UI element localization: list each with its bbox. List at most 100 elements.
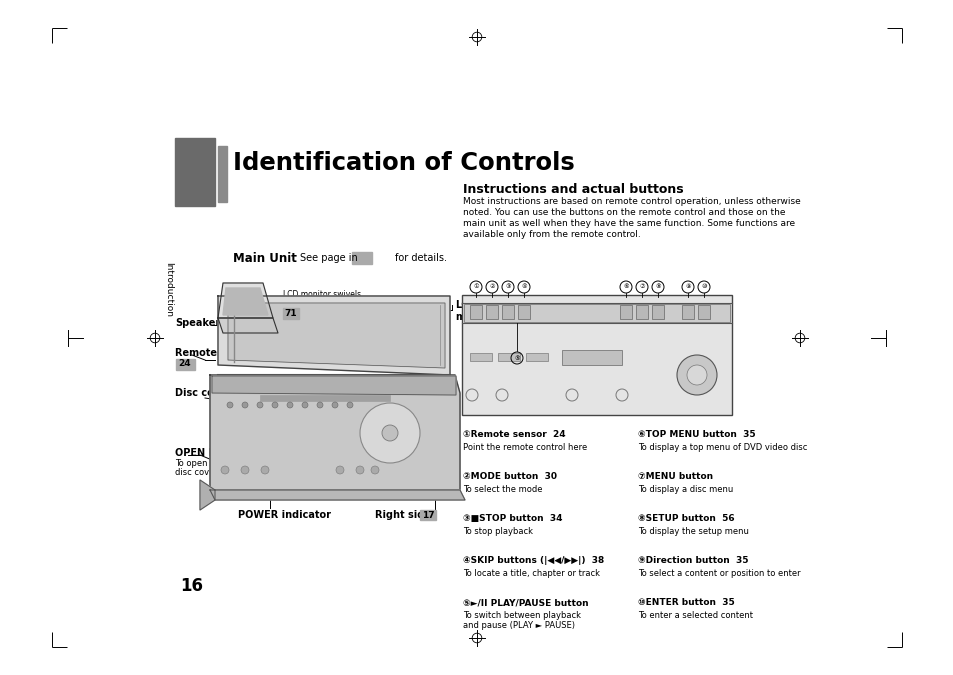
Text: To switch between playback: To switch between playback (462, 611, 580, 620)
Polygon shape (218, 296, 450, 375)
Bar (419, 510, 436, 520)
Text: Disc cover: Disc cover (174, 388, 232, 398)
Text: 24: 24 (178, 360, 192, 369)
Text: To select a content or position to enter: To select a content or position to enter (638, 569, 800, 578)
Circle shape (686, 365, 706, 385)
Text: To open the: To open the (174, 459, 224, 468)
Polygon shape (223, 288, 268, 315)
Text: and pause (PLAY ► PAUSE): and pause (PLAY ► PAUSE) (462, 621, 575, 630)
Polygon shape (218, 318, 277, 333)
Text: disc cover: disc cover (174, 468, 217, 477)
Polygon shape (228, 303, 444, 368)
Text: ⑩: ⑩ (700, 284, 706, 290)
Text: ④SKIP buttons (|◀◀/▶▶|)  38: ④SKIP buttons (|◀◀/▶▶|) 38 (462, 556, 603, 565)
Text: Identification of Controls: Identification of Controls (233, 151, 574, 175)
Text: POWER indicator: POWER indicator (237, 510, 331, 520)
Circle shape (287, 402, 293, 408)
Bar (517, 305, 530, 319)
Text: Main Unit: Main Unit (233, 252, 296, 265)
Circle shape (335, 466, 344, 474)
Bar (561, 350, 621, 365)
Circle shape (221, 466, 229, 474)
Text: ⑧SETUP button  56: ⑧SETUP button 56 (638, 514, 734, 523)
Text: Introduction: Introduction (164, 263, 173, 317)
Bar (698, 305, 709, 319)
Bar (352, 252, 372, 264)
Text: 71: 71 (284, 308, 297, 317)
Text: 16: 16 (180, 577, 203, 595)
Text: Right side: Right side (375, 510, 431, 520)
Bar (651, 305, 663, 319)
Bar (497, 353, 519, 361)
Circle shape (355, 466, 364, 474)
Bar (174, 138, 214, 206)
Text: ①: ① (473, 284, 478, 290)
Text: for details.: for details. (395, 253, 447, 263)
Text: See page in: See page in (299, 253, 357, 263)
Text: ⑩ENTER button  35: ⑩ENTER button 35 (638, 598, 734, 607)
Text: 17: 17 (421, 510, 434, 520)
Circle shape (316, 402, 323, 408)
Circle shape (677, 355, 717, 395)
Text: Remote sensor: Remote sensor (174, 348, 256, 358)
Circle shape (272, 402, 277, 408)
Bar (525, 353, 547, 361)
Circle shape (347, 402, 353, 408)
Text: ②: ② (489, 284, 495, 290)
Text: To display a top menu of DVD video disc: To display a top menu of DVD video disc (638, 443, 806, 452)
Circle shape (371, 466, 378, 474)
Polygon shape (218, 283, 273, 318)
Text: To stop playback: To stop playback (462, 527, 533, 536)
Text: ①Remote sensor  24: ①Remote sensor 24 (462, 430, 565, 439)
Polygon shape (212, 376, 456, 395)
Text: ⑥: ⑥ (622, 284, 628, 290)
Text: ⑦: ⑦ (639, 284, 644, 290)
Bar (501, 305, 514, 319)
Circle shape (256, 402, 263, 408)
Polygon shape (210, 375, 459, 490)
Text: Instructions and actual buttons: Instructions and actual buttons (462, 183, 683, 196)
Bar (461, 295, 731, 415)
Text: ⑤: ⑤ (514, 356, 519, 360)
Text: ⑨Direction button  35: ⑨Direction button 35 (638, 556, 748, 565)
Text: ⑤►/II PLAY/PAUSE button: ⑤►/II PLAY/PAUSE button (462, 598, 588, 607)
Text: To enter a selected content: To enter a selected content (638, 611, 752, 620)
Text: ④: ④ (520, 284, 526, 290)
Text: Speakers: Speakers (174, 318, 226, 328)
Text: To display a disc menu: To display a disc menu (638, 485, 733, 494)
Text: ⑧: ⑧ (655, 284, 660, 290)
Text: ⑥TOP MENU button  35: ⑥TOP MENU button 35 (638, 430, 755, 439)
Circle shape (242, 402, 248, 408)
Bar (619, 305, 631, 319)
Circle shape (241, 466, 249, 474)
Bar (463, 304, 729, 322)
Circle shape (332, 402, 337, 408)
Bar (681, 305, 693, 319)
Text: available only from the remote control.: available only from the remote control. (462, 230, 640, 239)
Bar (485, 305, 497, 319)
Text: noted. You can use the buttons on the remote control and those on the: noted. You can use the buttons on the re… (462, 208, 784, 217)
Text: LCD
monitor: LCD monitor (455, 300, 497, 321)
Circle shape (227, 402, 233, 408)
Text: LCD monitor swivels: LCD monitor swivels (283, 290, 361, 299)
Circle shape (302, 402, 308, 408)
Text: main unit as well when they have the same function. Some functions are: main unit as well when they have the sam… (462, 219, 794, 228)
Text: Most instructions are based on remote control operation, unless otherwise: Most instructions are based on remote co… (462, 197, 800, 206)
Text: To select the mode: To select the mode (462, 485, 542, 494)
Bar (218, 146, 227, 202)
Text: 180 degrees around.: 180 degrees around. (283, 299, 362, 308)
Text: ③: ③ (505, 284, 510, 290)
Text: ⑦MENU button: ⑦MENU button (638, 472, 713, 481)
Text: To display the setup menu: To display the setup menu (638, 527, 748, 536)
Circle shape (261, 466, 269, 474)
Text: Point the remote control here: Point the remote control here (462, 443, 587, 452)
Bar (636, 305, 647, 319)
Bar (175, 359, 194, 370)
Bar (283, 308, 298, 319)
Text: To locate a title, chapter or track: To locate a title, chapter or track (462, 569, 599, 578)
Text: ②MODE button  30: ②MODE button 30 (462, 472, 557, 481)
Bar (260, 395, 390, 401)
Polygon shape (200, 480, 214, 510)
Circle shape (359, 403, 419, 463)
Circle shape (381, 425, 397, 441)
